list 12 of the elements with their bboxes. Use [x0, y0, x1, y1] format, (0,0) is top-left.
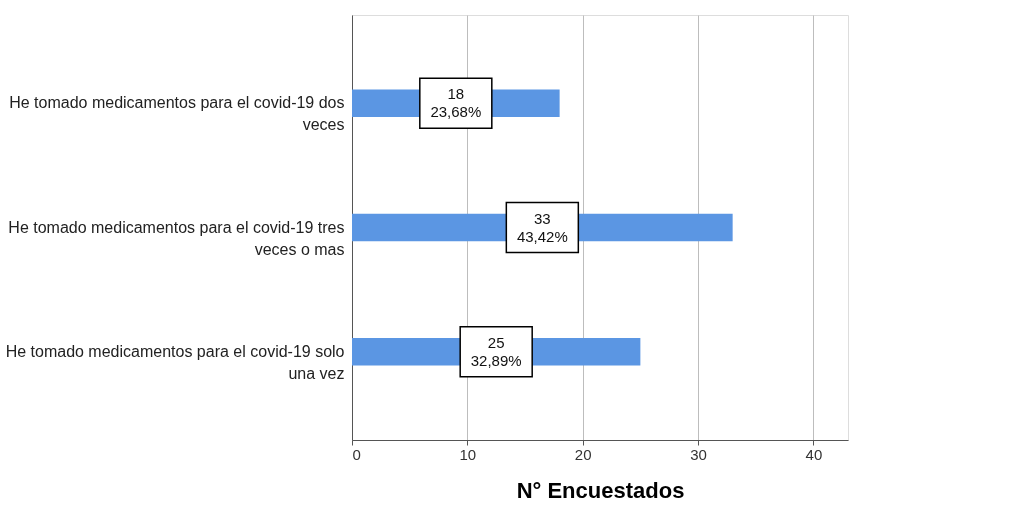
x-tick-label: 40: [805, 445, 823, 463]
x-tick-label: 30: [690, 445, 707, 463]
x-tick-label: 0: [352, 445, 361, 463]
x-tick-label: 10: [459, 445, 477, 463]
y-tick-label: He tomado medicamentos para el covid-19 dos veces: [9, 94, 345, 134]
x-axis-title: N° Encuestados: [516, 477, 685, 503]
y-tick-label: He tomado medicamentos para el covid-19 tres veces o mas: [8, 218, 345, 258]
y-tick-label: He tomado medicamentos para el covid-19 solo una vez: [5, 342, 345, 382]
text: 18 23,68%: [430, 85, 482, 121]
text: 33 43,42%: [516, 209, 568, 245]
text: 25 32,89%: [470, 333, 522, 369]
x-tick-label: 20: [574, 445, 592, 463]
